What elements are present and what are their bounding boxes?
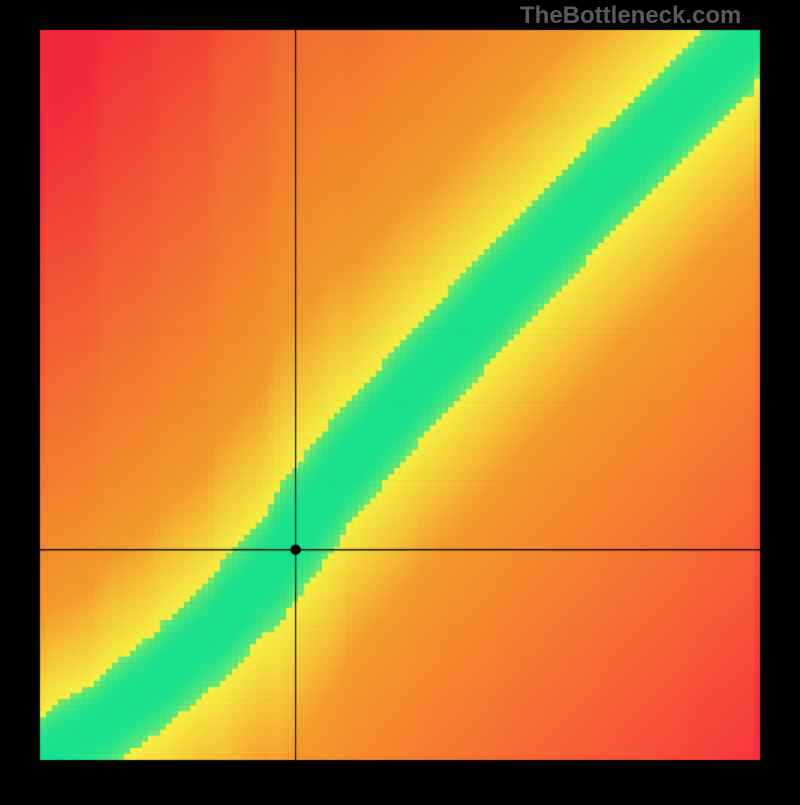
- bottleneck-heatmap: [0, 0, 800, 800]
- watermark-text: TheBottleneck.com: [520, 2, 741, 30]
